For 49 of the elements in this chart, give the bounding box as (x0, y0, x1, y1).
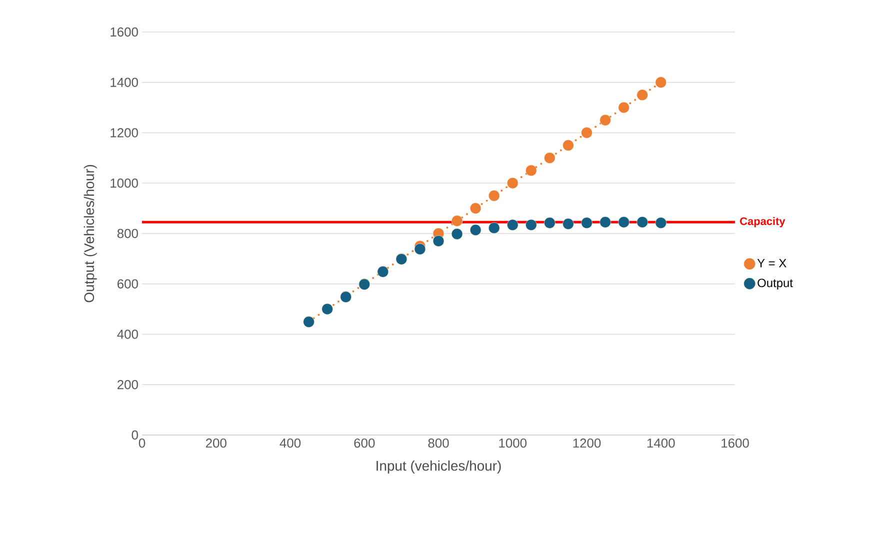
y-axis-title: Output (Vehicles/hour) (84, 164, 97, 302)
x-tick-label: 1600 (722, 438, 749, 448)
x-tick-label: 1400 (647, 438, 675, 448)
point (600, 216, 611, 228)
x-tick-label: 200 (206, 438, 226, 448)
y-tick-label: 1000 (110, 178, 138, 188)
x-axis-title: Input (vehicles/hour) (376, 460, 501, 474)
point (544, 152, 556, 164)
point (507, 219, 518, 231)
y-tick-label: 600 (118, 279, 138, 288)
point (432, 235, 444, 247)
y-tick-label: 400 (117, 330, 138, 339)
point (618, 102, 630, 114)
point (451, 215, 463, 227)
point (581, 127, 592, 138)
point (451, 228, 463, 240)
point (470, 202, 482, 214)
point (562, 140, 574, 151)
point (600, 114, 611, 126)
point (526, 219, 537, 231)
x-tick-label: 1000 (499, 438, 527, 448)
x-tick-label: 1200 (573, 438, 601, 448)
y-tick-label: 1200 (110, 128, 138, 138)
y-tick-label: 1400 (110, 78, 138, 87)
y-tick-label: 800 (117, 228, 138, 238)
point (618, 216, 630, 228)
point (544, 217, 556, 229)
y-tick-label: 0 (132, 430, 138, 440)
point (414, 243, 426, 255)
x-tick-label: 0 (138, 438, 146, 448)
x-tick-label: 800 (428, 438, 449, 448)
y-tick-label: 200 (118, 380, 138, 390)
point (562, 218, 574, 230)
point (581, 217, 592, 229)
point (507, 177, 518, 189)
point (655, 217, 667, 229)
point (526, 164, 537, 176)
legend-label: Y = X (757, 259, 786, 268)
y-tick-label: 1600 (110, 27, 138, 37)
x-tick-label: 400 (280, 438, 301, 448)
point (470, 224, 482, 236)
point (636, 89, 648, 101)
ref-line-label: Capacity (740, 217, 786, 228)
x-tick-label: 600 (354, 438, 375, 448)
point (655, 76, 667, 88)
point (636, 216, 648, 228)
point (488, 222, 500, 234)
legend-label: Output (758, 278, 793, 290)
point (488, 190, 500, 202)
